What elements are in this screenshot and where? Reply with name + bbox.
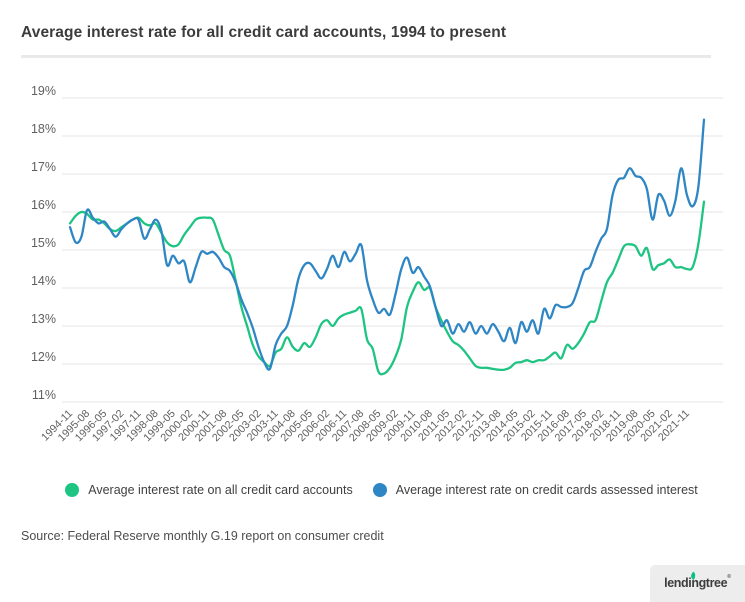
source-note: Source: Federal Reserve monthly G.19 rep… xyxy=(21,529,384,543)
legend: Average interest rate on all credit card… xyxy=(9,483,745,497)
x-axis-label: 2005-05 xyxy=(279,408,316,445)
x-axis-label: 1997-02 xyxy=(90,408,127,445)
x-axis-label: 1999-05 xyxy=(141,408,178,445)
legend-marker-blue-icon xyxy=(372,483,387,497)
y-axis-label: 12% xyxy=(31,350,56,364)
x-axis-label: 2015-11 xyxy=(519,408,555,444)
x-axis-label: 2006-11 xyxy=(313,408,349,444)
y-axis-label: 14% xyxy=(31,274,56,288)
y-axis-label: 11% xyxy=(32,388,56,402)
legend-marker-green-icon xyxy=(65,483,80,497)
x-axis-label: 2010-08 xyxy=(398,408,435,445)
y-axis-label: 13% xyxy=(31,312,56,326)
x-axis-label: 2020-05 xyxy=(621,408,658,445)
x-axis-label: 2001-08 xyxy=(193,408,230,445)
x-axis-label: 2008-05 xyxy=(347,408,384,445)
series-line-assessed-interest xyxy=(68,118,706,371)
x-axis-label: 2018-11 xyxy=(588,408,624,444)
x-axis-label: 2015-02 xyxy=(501,408,538,445)
legend-item-assessed-interest: Average interest rate on credit cards as… xyxy=(372,483,698,497)
x-axis-label: 2012-11 xyxy=(450,408,486,444)
x-axis-label: 2009-11 xyxy=(382,408,418,444)
y-axis-label: 15% xyxy=(31,236,56,250)
legend-label-assessed-interest: Average interest rate on credit cards as… xyxy=(395,483,698,497)
page-title: Average interest rate for all credit car… xyxy=(21,24,507,41)
x-axis-label: 2000-02 xyxy=(159,408,196,445)
x-axis-label: 2016-08 xyxy=(536,408,573,445)
lendingtree-wordmark: lendingtree® xyxy=(664,571,731,591)
x-axis-label: 1996-05 xyxy=(73,408,110,445)
series-line-all-accounts xyxy=(68,200,706,376)
x-axis-label: 2000-11 xyxy=(176,408,212,444)
x-axis-label: 1997-11 xyxy=(108,408,144,444)
x-axis-label: 1998-08 xyxy=(124,408,161,445)
x-axis-label: 1995-08 xyxy=(56,408,93,445)
x-axis-label: 2017-05 xyxy=(553,408,590,445)
x-axis-label: 2006-02 xyxy=(296,408,333,445)
legend-label-all-accounts: Average interest rate on all credit card… xyxy=(88,483,353,497)
x-axis-label: 2004-08 xyxy=(261,408,298,445)
x-axis-label: 2002-05 xyxy=(210,408,247,445)
x-axis-label: 2021-02 xyxy=(638,408,675,445)
x-axis-label: 2009-02 xyxy=(364,408,401,445)
y-axis-label: 16% xyxy=(31,198,56,212)
legend-item-all-accounts: Average interest rate on all credit card… xyxy=(65,483,353,497)
y-axis-label: 18% xyxy=(31,122,56,136)
lendingtree-logo: lendingtree® xyxy=(650,565,745,602)
x-axis-label: 2019-08 xyxy=(604,408,641,445)
x-axis-label: 1994-11 xyxy=(39,408,75,444)
lendingtree-wordmark-text: lendingtree xyxy=(664,576,728,591)
x-axis-label: 2018-02 xyxy=(570,408,607,445)
x-axis-label: 2012-02 xyxy=(433,408,470,445)
y-axis-label: 19% xyxy=(31,84,56,98)
leaf-icon xyxy=(691,571,696,581)
title-divider xyxy=(21,55,711,58)
x-axis-label: 2014-05 xyxy=(484,408,521,445)
x-axis-label: 2003-02 xyxy=(227,408,264,445)
x-axis-label: 2003-11 xyxy=(245,408,281,444)
x-axis-label: 2013-08 xyxy=(467,408,504,445)
registered-mark: ® xyxy=(727,574,731,581)
x-axis-label: 2021-11 xyxy=(656,408,692,444)
x-axis-label: 2011-05 xyxy=(416,408,452,444)
y-axis-label: 17% xyxy=(31,160,56,174)
x-axis-label: 2007-08 xyxy=(330,408,367,445)
